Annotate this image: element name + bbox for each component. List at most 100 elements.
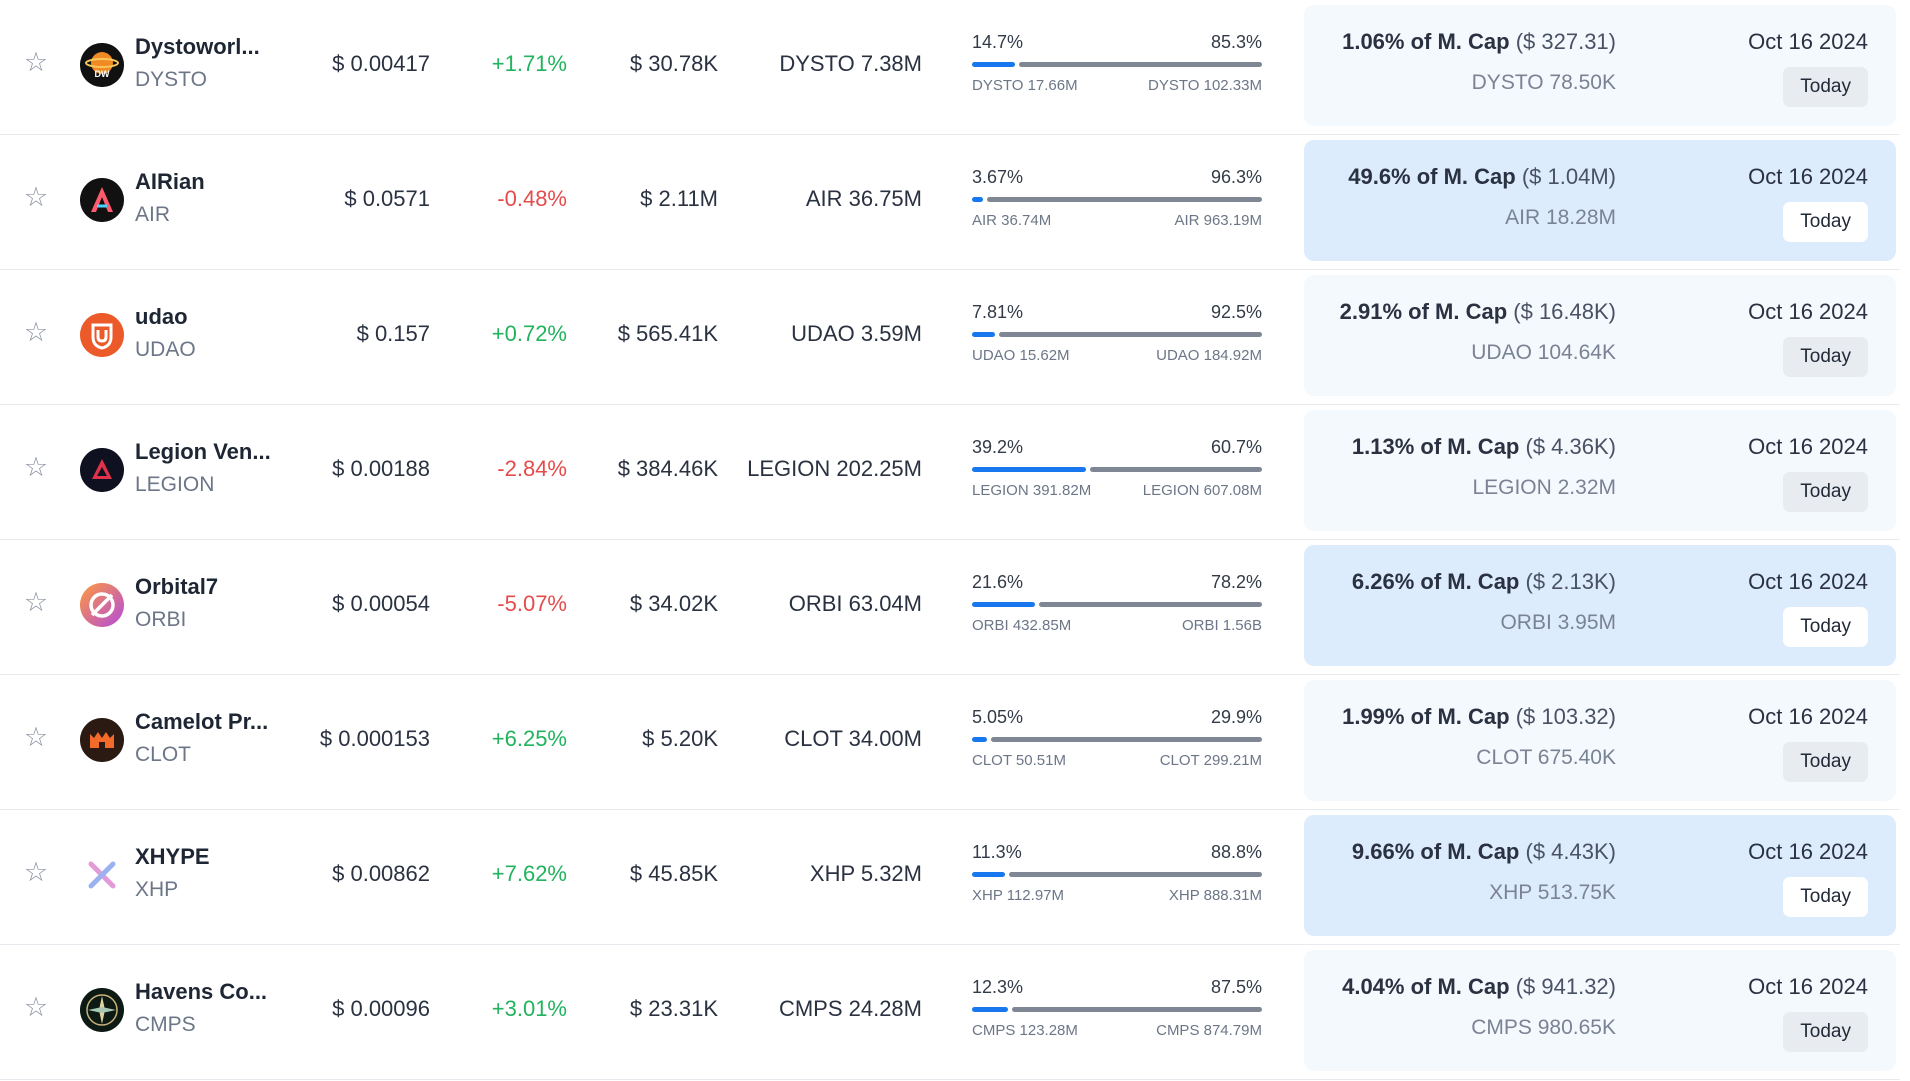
table-row-xhp[interactable]: ☆ XHYPE XHP $ 0.00862 +7.62% $ 45.85K XH…	[0, 810, 1900, 945]
progress-fill	[972, 872, 1005, 877]
star-icon[interactable]: ☆	[23, 182, 49, 212]
udao-logo-icon	[80, 313, 124, 357]
token-price: $ 0.157	[356, 321, 430, 346]
next-unlock-card[interactable]: 9.66% of M. Cap ($ 4.43K) XHP 513.75K Oc…	[1304, 815, 1896, 936]
next-unlock-card[interactable]: 49.6% of M. Cap ($ 1.04M) AIR 18.28M Oct…	[1304, 140, 1896, 261]
volume-24h: $ 565.41K	[617, 321, 718, 346]
unlocked-percent: 3.67%	[972, 167, 1024, 187]
token-price: $ 0.00054	[332, 591, 430, 616]
progress-remaining	[1012, 1007, 1262, 1012]
today-badge: Today	[1783, 337, 1868, 377]
token-symbol: AIR	[135, 203, 171, 226]
token-symbol: XHP	[135, 878, 179, 901]
star-icon[interactable]: ☆	[23, 47, 49, 77]
next-unlock-card[interactable]: 4.04% of M. Cap ($ 941.32) CMPS 980.65K …	[1304, 950, 1896, 1071]
circulating-supply: AIR 36.75M	[805, 186, 922, 211]
unlocked-percent: 5.05%	[972, 707, 1024, 727]
today-badge: Today	[1783, 877, 1868, 917]
progress-fill	[972, 467, 1086, 472]
token-symbol: UDAO	[135, 338, 196, 361]
locked-amount: ORBI 1.56B	[1181, 617, 1262, 634]
havens-compass-logo-icon	[80, 988, 124, 1032]
table-row-cmps[interactable]: ☆ Havens Co... CMPS $ 0.00096 +3.01% $ 2…	[0, 945, 1900, 1080]
progress-remaining	[991, 737, 1262, 742]
table-row-clot[interactable]: ☆ Camelot Pr... CLOT $ 0.000153 +6.25% $…	[0, 675, 1900, 810]
unlock-progress: 12.3% 87.5% CMPS 123.28M CMPS 874.79M	[972, 977, 1262, 1049]
unlock-mcap-share: 9.66% of M. Cap ($ 4.43K)	[1351, 839, 1616, 864]
circulating-supply: DYSTO 7.38M	[779, 51, 922, 76]
circulating-supply: CMPS 24.28M	[778, 996, 922, 1021]
locked-amount: LEGION 607.08M	[1142, 482, 1262, 499]
table-row-udao[interactable]: ☆ udao UDAO $ 0.157 +0.72% $ 565.41K UDA…	[0, 270, 1900, 405]
today-badge: Today	[1783, 1012, 1868, 1052]
price-change: +1.71%	[491, 51, 567, 76]
unlocked-percent: 14.7%	[972, 32, 1024, 52]
token-price: $ 0.0571	[344, 186, 430, 211]
volume-24h: $ 384.46K	[617, 456, 718, 481]
star-icon[interactable]: ☆	[23, 452, 49, 482]
table-row-orbi[interactable]: ☆ Orbital7 ORBI $ 0.00054 -5.07% $ 34.02…	[0, 540, 1900, 675]
next-unlock-card[interactable]: 2.91% of M. Cap ($ 16.48K) UDAO 104.64K …	[1304, 275, 1896, 396]
star-icon[interactable]: ☆	[23, 722, 49, 752]
unlocked-amount: ORBI 432.85M	[972, 617, 1072, 634]
token-name[interactable]: AIRian	[135, 169, 205, 194]
next-unlock-card[interactable]: 1.13% of M. Cap ($ 4.36K) LEGION 2.32M O…	[1304, 410, 1896, 531]
unlocked-amount: XHP 112.97M	[972, 887, 1064, 904]
next-unlock-card[interactable]: 6.26% of M. Cap ($ 2.13K) ORBI 3.95M Oct…	[1304, 545, 1896, 666]
unlock-date: Oct 16 2024	[1748, 299, 1868, 324]
volume-24h: $ 34.02K	[629, 591, 718, 616]
token-name[interactable]: Havens Co...	[135, 979, 268, 1004]
star-icon[interactable]: ☆	[23, 317, 49, 347]
progress-fill	[972, 737, 987, 742]
table-row-air[interactable]: ☆ AIRian AIR $ 0.0571 -0.48% $ 2.11M AIR…	[0, 135, 1900, 270]
volume-24h: $ 2.11M	[640, 186, 718, 211]
unlock-mcap-share: 1.13% of M. Cap ($ 4.36K)	[1351, 434, 1616, 459]
progress-remaining	[1019, 62, 1262, 67]
progress-remaining	[1090, 467, 1262, 472]
unlocked-percent: 12.3%	[972, 977, 1024, 997]
token-name[interactable]: Orbital7	[135, 574, 219, 599]
table-row-dysto[interactable]: ☆ DW Dystoworl... DYSTO $ 0.00417 +1.71%…	[0, 0, 1900, 135]
locked-amount: AIR 963.19M	[1174, 212, 1262, 229]
unlocked-percent: 7.81%	[972, 302, 1024, 322]
today-badge: Today	[1783, 67, 1868, 107]
token-symbol: ORBI	[135, 608, 187, 631]
star-icon[interactable]: ☆	[23, 587, 49, 617]
star-icon[interactable]: ☆	[23, 857, 49, 887]
unlocked-amount: CLOT 50.51M	[972, 752, 1066, 769]
next-unlock-card[interactable]: 1.99% of M. Cap ($ 103.32) CLOT 675.40K …	[1304, 680, 1896, 801]
unlock-amount: CLOT 675.40K	[1476, 746, 1616, 769]
locked-amount: XHP 888.31M	[1168, 887, 1262, 904]
token-name[interactable]: udao	[135, 304, 188, 329]
token-name[interactable]: Legion Ven...	[135, 439, 271, 464]
locked-amount: DYSTO 102.33M	[1148, 77, 1262, 94]
unlock-progress: 14.7% 85.3% DYSTO 17.66M DYSTO 102.33M	[972, 32, 1262, 104]
unlocked-percent: 21.6%	[972, 572, 1024, 592]
token-name[interactable]: XHYPE	[135, 844, 210, 869]
unlock-date: Oct 16 2024	[1748, 434, 1868, 459]
dystoworld-logo-icon: DW	[80, 43, 124, 87]
locked-percent: 29.9%	[1210, 707, 1262, 727]
token-name[interactable]: Camelot Pr...	[135, 709, 269, 734]
star-icon[interactable]: ☆	[23, 992, 49, 1022]
unlock-mcap-share: 49.6% of M. Cap ($ 1.04M)	[1348, 164, 1616, 189]
token-price: $ 0.00417	[332, 51, 430, 76]
locked-amount: CMPS 874.79M	[1156, 1022, 1262, 1039]
unlocked-percent: 39.2%	[972, 437, 1024, 457]
progress-fill	[972, 197, 983, 202]
token-name[interactable]: Dystoworl...	[135, 34, 260, 59]
progress-remaining	[1039, 602, 1262, 607]
locked-percent: 92.5%	[1210, 302, 1262, 322]
unlock-date: Oct 16 2024	[1748, 569, 1868, 594]
price-change: -5.07%	[497, 591, 567, 616]
progress-track	[972, 62, 1262, 67]
unlock-mcap-share: 2.91% of M. Cap ($ 16.48K)	[1339, 299, 1616, 324]
next-unlock-card[interactable]: 1.06% of M. Cap ($ 327.31) DYSTO 78.50K …	[1304, 5, 1896, 126]
token-symbol: CLOT	[135, 743, 192, 766]
unlock-date: Oct 16 2024	[1748, 974, 1868, 999]
locked-percent: 85.3%	[1210, 32, 1262, 52]
unlock-progress: 21.6% 78.2% ORBI 432.85M ORBI 1.56B	[972, 572, 1262, 644]
progress-track	[972, 602, 1262, 607]
table-row-legion[interactable]: ☆ Legion Ven... LEGION $ 0.00188 -2.84% …	[0, 405, 1900, 540]
